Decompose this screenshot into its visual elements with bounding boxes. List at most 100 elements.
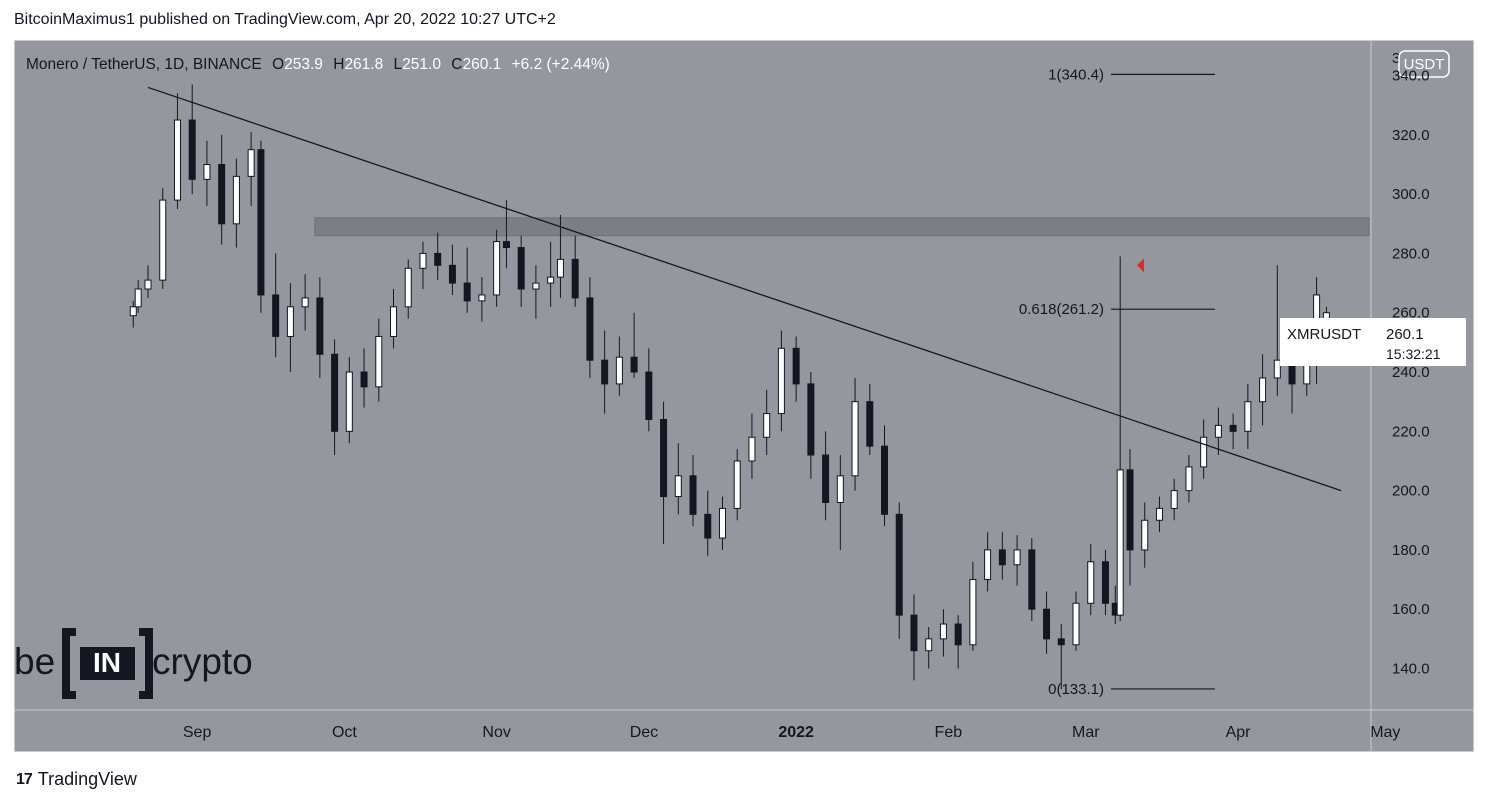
candle-body bbox=[272, 294, 280, 337]
candle-body bbox=[1126, 469, 1134, 551]
candle-body bbox=[866, 401, 874, 447]
price-tag-countdown: 15:32:21 bbox=[1386, 346, 1441, 362]
candle-body bbox=[689, 475, 697, 515]
candle-body bbox=[556, 258, 564, 278]
candle-body bbox=[1141, 519, 1149, 551]
y-tick-label: 340.0 bbox=[1392, 68, 1430, 85]
candle-body bbox=[463, 282, 471, 302]
legend-text: Monero / TetherUS, 1D, BINANCE O253.9 H2… bbox=[26, 56, 610, 73]
candle-body bbox=[203, 164, 211, 180]
candle-body bbox=[1028, 549, 1036, 610]
candle-body bbox=[493, 241, 501, 296]
candle-body bbox=[286, 306, 294, 337]
candles-group bbox=[129, 84, 1330, 690]
candle-body bbox=[218, 164, 226, 225]
candle-body bbox=[777, 347, 785, 415]
watermark-in-box bbox=[80, 647, 135, 680]
candle-body bbox=[448, 264, 456, 284]
legend-change: +6.2 (+2.44%) bbox=[512, 56, 610, 73]
y-tick-label: 240.0 bbox=[1392, 364, 1430, 381]
candle-body bbox=[173, 119, 181, 201]
legend-o-label: O bbox=[272, 56, 284, 73]
x-axis-ticks: Sep Oct Nov Dec 2022 Feb Mar Apr May bbox=[183, 724, 1401, 741]
candle-body bbox=[822, 454, 830, 503]
legend-l-label: L bbox=[394, 56, 403, 73]
candle-body bbox=[1200, 436, 1208, 468]
candle-body bbox=[733, 460, 741, 509]
candle-body bbox=[1273, 359, 1281, 379]
x-tick-label: Sep bbox=[183, 724, 212, 741]
y-tick-label: 200.0 bbox=[1392, 483, 1430, 500]
candle-body bbox=[1214, 424, 1222, 438]
fib-levels: 1(340.4) 0.618(261.2) 0(133.1) bbox=[1019, 66, 1215, 698]
candle-body bbox=[792, 347, 800, 385]
candle-body bbox=[316, 297, 324, 355]
candle-body bbox=[601, 359, 609, 385]
candle-body bbox=[517, 247, 525, 290]
candle-body bbox=[1101, 561, 1109, 604]
candle-body bbox=[645, 371, 653, 420]
x-tick-label: Feb bbox=[935, 724, 963, 741]
watermark-be: be bbox=[14, 641, 55, 682]
candle-body bbox=[718, 507, 726, 539]
y-tick-label: 320.0 bbox=[1392, 127, 1430, 144]
price-chart[interactable]: 1(340.4) 0.618(261.2) 0(133.1) Monero / Te… bbox=[14, 40, 1474, 752]
legend-o-value: 253.9 bbox=[284, 56, 323, 73]
candle-body bbox=[998, 549, 1006, 566]
y-axis-ticks: 340.0 320.0 300.0 280.0 260.0 240.0 220.0 200.0… bbox=[1392, 68, 1430, 678]
descending-trendline[interactable] bbox=[147, 86, 1342, 492]
x-tick-label: Dec bbox=[630, 724, 658, 741]
candle-body bbox=[419, 252, 427, 269]
y-tick-label: 300.0 bbox=[1392, 186, 1430, 203]
candle-body bbox=[129, 306, 137, 317]
y-tick-label: 280.0 bbox=[1392, 245, 1430, 262]
x-tick-label: Oct bbox=[332, 724, 357, 741]
y-tick-label: 180.0 bbox=[1392, 542, 1430, 559]
y-tick-label: 160.0 bbox=[1392, 601, 1430, 618]
candle-body bbox=[674, 475, 682, 498]
legend-h-value: 261.8 bbox=[344, 56, 383, 73]
candle-body bbox=[134, 288, 142, 308]
currency-button[interactable]: USDT bbox=[1404, 56, 1445, 73]
candle-body bbox=[247, 149, 255, 177]
candle-body bbox=[1185, 466, 1193, 492]
currency-button-frame[interactable] bbox=[1398, 50, 1450, 78]
y-tick-label: 140.0 bbox=[1392, 660, 1430, 677]
candle-body bbox=[434, 252, 442, 266]
candle-body bbox=[895, 513, 903, 616]
legend-h-label: H bbox=[333, 56, 344, 73]
candle-body bbox=[547, 276, 555, 284]
candle-body bbox=[910, 614, 918, 652]
candle-body bbox=[1244, 401, 1252, 432]
candle-body bbox=[390, 306, 398, 337]
candle-body bbox=[360, 371, 368, 388]
candle-body bbox=[939, 623, 947, 640]
tradingview-mark-icon: 17 bbox=[16, 770, 33, 788]
candle-body bbox=[1013, 549, 1021, 566]
candle-body bbox=[851, 401, 859, 477]
chart-frame[interactable] bbox=[14, 40, 1474, 752]
y-tick-label: 260.0 bbox=[1392, 305, 1430, 322]
candle-body bbox=[345, 371, 353, 432]
candle-body bbox=[1259, 377, 1267, 403]
candle-body bbox=[1072, 602, 1080, 646]
candle-body bbox=[1170, 490, 1178, 509]
candle-body bbox=[1155, 507, 1163, 521]
candle-body bbox=[331, 353, 339, 432]
candle-body bbox=[630, 356, 638, 373]
candle-body bbox=[748, 436, 756, 462]
candle-body bbox=[301, 297, 309, 308]
legend-symbol: Monero / TetherUS, 1D, BINANCE bbox=[26, 56, 262, 73]
watermark-in: IN bbox=[93, 647, 121, 678]
candle-body bbox=[532, 282, 540, 290]
fib-label: 1(340.4) bbox=[1048, 66, 1104, 83]
price-tag-price: 260.1 bbox=[1386, 326, 1424, 343]
x-tick-label: May bbox=[1370, 724, 1400, 741]
tradingview-logo[interactable]: 17 TradingView bbox=[16, 769, 137, 790]
legend-l-value: 251.0 bbox=[402, 56, 441, 73]
candle-body bbox=[954, 623, 962, 646]
red-arrow-marker bbox=[1137, 258, 1145, 273]
fib-label: 0.618(261.2) bbox=[1019, 301, 1104, 318]
candle-body bbox=[763, 413, 771, 438]
candle-body bbox=[502, 241, 510, 249]
